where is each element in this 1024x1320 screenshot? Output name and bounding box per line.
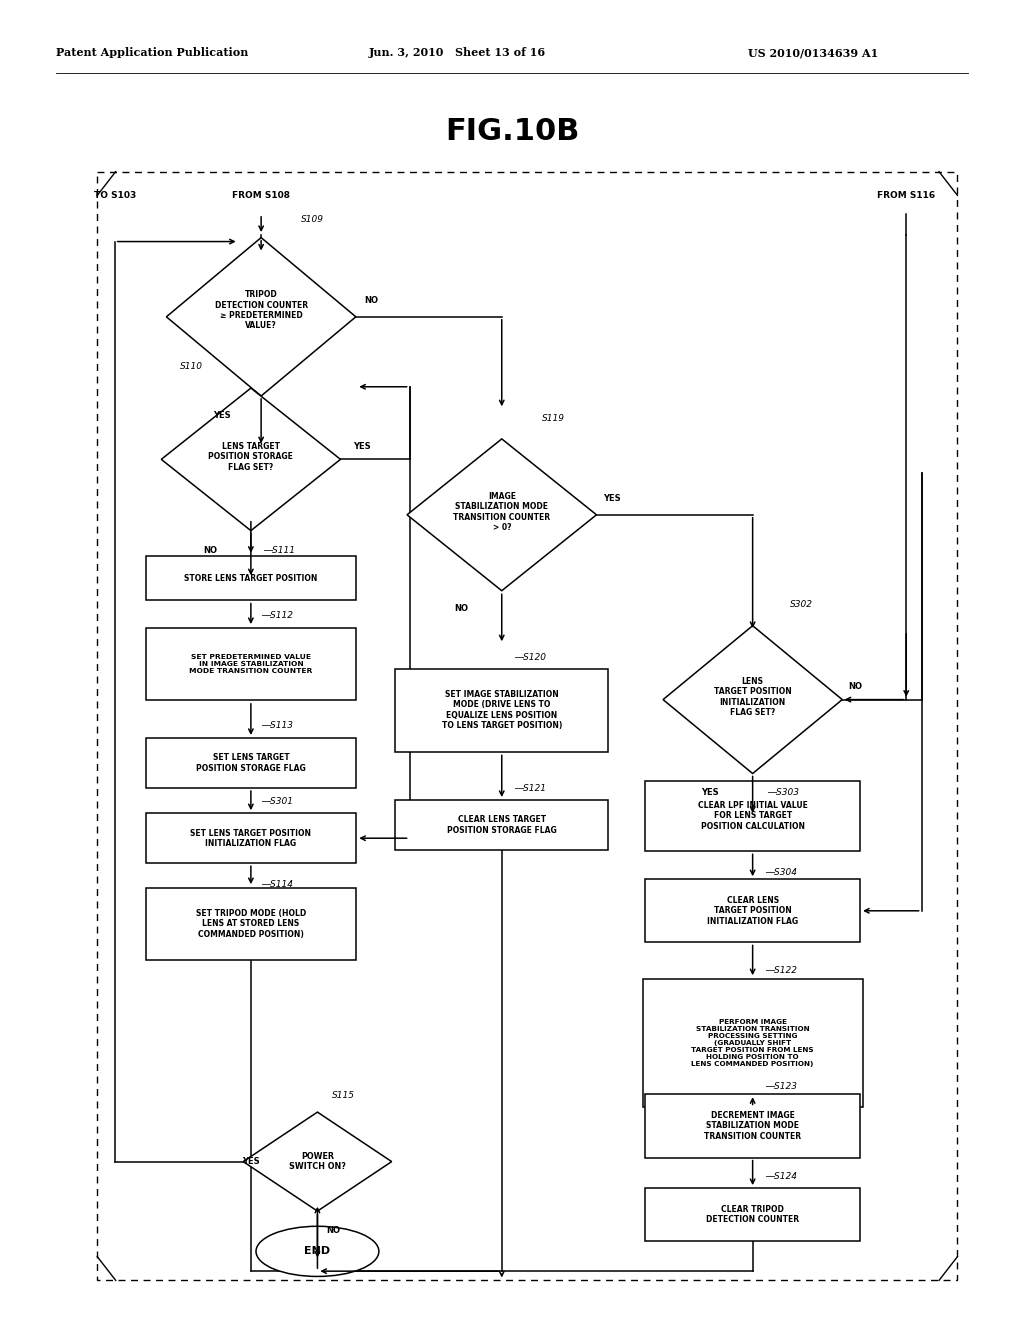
Text: NO: NO [365,297,379,305]
Text: ―S111: ―S111 [263,546,296,554]
Polygon shape [407,438,596,591]
Text: NO: NO [454,605,468,612]
Text: SET PREDETERMINED VALUE
IN IMAGE STABILIZATION
MODE TRANSITION COUNTER: SET PREDETERMINED VALUE IN IMAGE STABILI… [189,653,312,675]
Polygon shape [664,626,842,774]
Text: CLEAR LPF INITIAL VALUE
FOR LENS TARGET
POSITION CALCULATION: CLEAR LPF INITIAL VALUE FOR LENS TARGET … [697,801,808,830]
Text: YES: YES [242,1158,260,1166]
Text: ―S114: ―S114 [261,880,294,888]
Text: ―S124: ―S124 [765,1172,798,1180]
Text: US 2010/0134639 A1: US 2010/0134639 A1 [748,48,878,58]
Text: YES: YES [213,412,231,420]
Text: ―S301: ―S301 [261,797,294,805]
Text: S110: S110 [180,363,203,371]
Bar [146,738,356,788]
Text: PERFORM IMAGE
STABILIZATION TRANSITION
PROCESSING SETTING
(GRADUALLY SHIFT
TARGE: PERFORM IMAGE STABILIZATION TRANSITION P… [691,1019,814,1067]
Text: FROM S116: FROM S116 [878,191,935,199]
Text: ―S303: ―S303 [767,788,800,796]
Text: SET LENS TARGET
POSITION STORAGE FLAG: SET LENS TARGET POSITION STORAGE FLAG [196,754,306,772]
Text: Jun. 3, 2010   Sheet 13 of 16: Jun. 3, 2010 Sheet 13 of 16 [369,48,546,58]
Text: YES: YES [603,495,622,503]
Bar [146,887,356,961]
Bar [645,781,860,851]
Text: S302: S302 [791,601,813,609]
Text: ―S123: ―S123 [765,1082,798,1090]
Text: Patent Application Publication: Patent Application Publication [56,48,249,58]
Text: SET TRIPOD MODE (HOLD
LENS AT STORED LENS
COMMANDED POSITION): SET TRIPOD MODE (HOLD LENS AT STORED LEN… [196,909,306,939]
Bar [146,627,356,700]
Text: CLEAR LENS TARGET
POSITION STORAGE FLAG: CLEAR LENS TARGET POSITION STORAGE FLAG [446,816,557,834]
Polygon shape [244,1113,391,1212]
Bar [645,1188,860,1241]
Text: LENS TARGET
POSITION STORAGE
FLAG SET?: LENS TARGET POSITION STORAGE FLAG SET? [209,442,293,471]
Text: FROM S108: FROM S108 [232,191,290,199]
Bar [645,1094,860,1158]
Text: CLEAR LENS
TARGET POSITION
INITIALIZATION FLAG: CLEAR LENS TARGET POSITION INITIALIZATIO… [708,896,798,925]
Text: IMAGE
STABILIZATION MODE
TRANSITION COUNTER
> 0?: IMAGE STABILIZATION MODE TRANSITION COUN… [454,492,550,532]
Text: NO: NO [203,546,217,554]
Text: TRIPOD
DETECTION COUNTER
≥ PREDETERMINED
VALUE?: TRIPOD DETECTION COUNTER ≥ PREDETERMINED… [215,290,307,330]
Text: ―S304: ―S304 [765,869,798,876]
Text: STORE LENS TARGET POSITION: STORE LENS TARGET POSITION [184,574,317,582]
Text: LENS
TARGET POSITION
INITIALIZATION
FLAG SET?: LENS TARGET POSITION INITIALIZATION FLAG… [714,677,792,717]
Bar [395,800,608,850]
Text: END: END [304,1246,331,1257]
Text: CLEAR TRIPOD
DETECTION COUNTER: CLEAR TRIPOD DETECTION COUNTER [707,1205,799,1224]
Text: ―S112: ―S112 [261,611,294,619]
Text: NO: NO [848,682,862,690]
Bar [146,813,356,863]
Text: SET IMAGE STABILIZATION
MODE (DRIVE LENS TO
EQUALIZE LENS POSITION
TO LENS TARGE: SET IMAGE STABILIZATION MODE (DRIVE LENS… [441,690,562,730]
Text: S115: S115 [332,1092,354,1100]
Text: SET LENS TARGET POSITION
INITIALIZATION FLAG: SET LENS TARGET POSITION INITIALIZATION … [190,829,311,847]
Text: ―S122: ―S122 [765,966,798,974]
Text: FIG.10B: FIG.10B [444,117,580,147]
Text: ―S121: ―S121 [514,784,547,792]
Bar [395,668,608,752]
Text: YES: YES [700,788,719,796]
Bar [146,557,356,599]
Text: TO S103: TO S103 [93,191,136,199]
Bar [645,879,860,942]
Text: POWER
SWITCH ON?: POWER SWITCH ON? [289,1152,346,1171]
Ellipse shape [256,1226,379,1276]
Bar [97,172,957,1280]
Text: DECREMENT IMAGE
STABILIZATION MODE
TRANSITION COUNTER: DECREMENT IMAGE STABILIZATION MODE TRANS… [705,1111,801,1140]
Text: YES: YES [352,442,371,450]
Text: ―S113: ―S113 [261,722,294,730]
Polygon shape [166,238,356,396]
Text: ―S120: ―S120 [514,653,547,661]
Text: S119: S119 [542,414,564,422]
Polygon shape [162,388,340,531]
Text: S109: S109 [301,215,324,223]
Bar [643,979,862,1106]
Text: NO: NO [326,1226,340,1234]
